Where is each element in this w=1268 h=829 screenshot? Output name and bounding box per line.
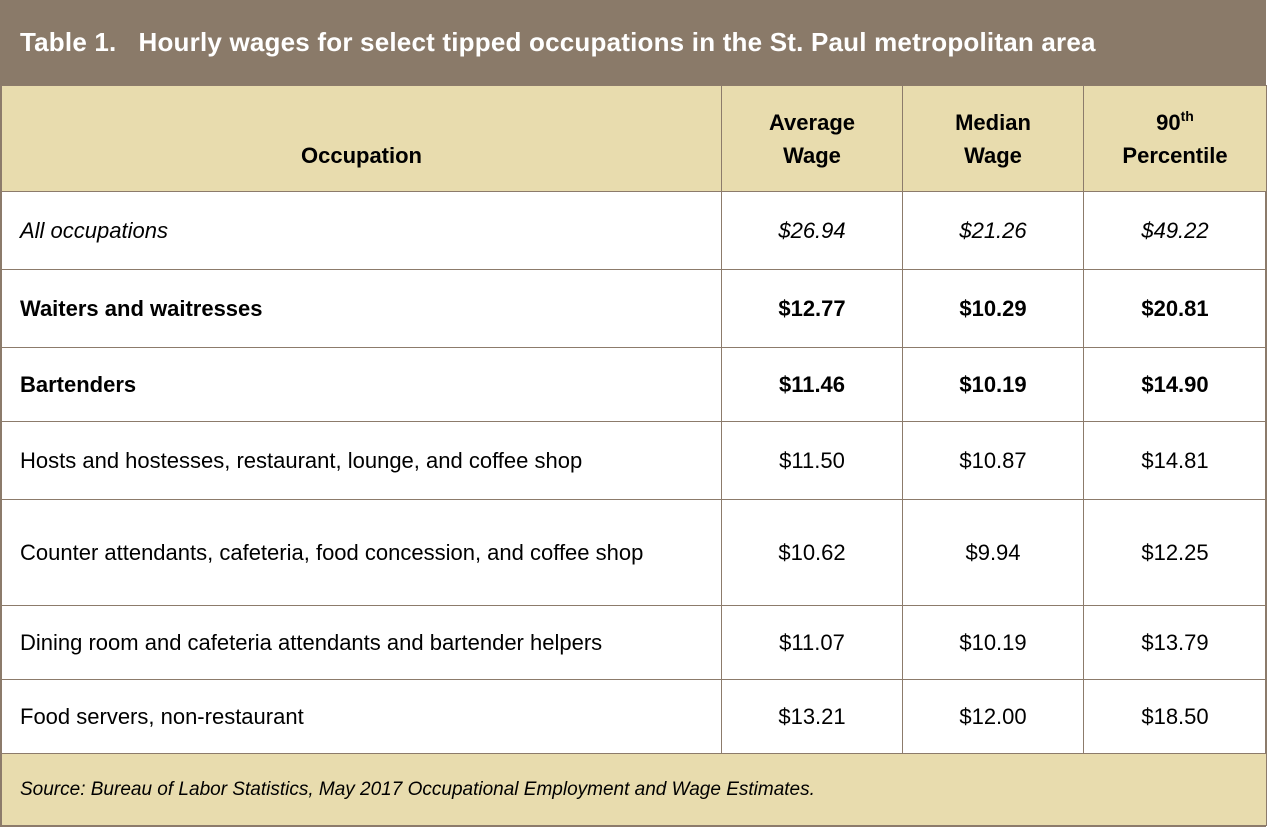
column-header-average-wage: Average Wage xyxy=(721,85,903,192)
average-wage-cell: $12.77 xyxy=(721,269,903,348)
table-title-text: Hourly wages for select tipped occupatio… xyxy=(138,27,1096,57)
average-wage-cell: $11.07 xyxy=(721,605,903,680)
wages-table: Occupation Average Wage Median Wage 90th… xyxy=(1,85,1267,826)
average-wage-cell: $10.62 xyxy=(721,499,903,606)
occupation-cell: Hosts and hostesses, restaurant, lounge,… xyxy=(1,421,722,500)
p90-wage-cell: $20.81 xyxy=(1083,269,1267,348)
column-header-average-line1: Average xyxy=(768,109,855,135)
occupation-cell: Counter attendants, cafeteria, food conc… xyxy=(1,499,722,606)
column-header-average-line2: Wage xyxy=(783,142,841,168)
p90-wage-cell: $18.50 xyxy=(1083,679,1267,754)
median-wage-cell: $10.19 xyxy=(902,347,1084,422)
median-wage-cell: $9.94 xyxy=(902,499,1084,606)
p90-wage-cell: $12.25 xyxy=(1083,499,1267,606)
occupation-cell: Waiters and waitresses xyxy=(1,269,722,348)
average-wage-cell: $11.46 xyxy=(721,347,903,422)
source-note: Source: Bureau of Labor Statistics, May … xyxy=(1,753,1267,826)
table-row: Food servers, non-restaurant $13.21 $12.… xyxy=(1,679,1267,754)
occupation-cell: All occupations xyxy=(1,191,722,270)
p90-wage-cell: $13.79 xyxy=(1083,605,1267,680)
p90-wage-cell: $14.81 xyxy=(1083,421,1267,500)
source-row: Source: Bureau of Labor Statistics, May … xyxy=(1,753,1267,826)
occupation-cell: Bartenders xyxy=(1,347,722,422)
table-row: Hosts and hostesses, restaurant, lounge,… xyxy=(1,421,1267,500)
p90-wage-cell: $14.90 xyxy=(1083,347,1267,422)
table-number: Table 1. xyxy=(20,27,117,57)
median-wage-cell: $12.00 xyxy=(902,679,1084,754)
occupation-cell: Food servers, non-restaurant xyxy=(1,679,722,754)
p90-wage-cell: $49.22 xyxy=(1083,191,1267,270)
column-header-median-line1: Median xyxy=(955,109,1031,135)
table-row: All occupations $26.94 $21.26 $49.22 xyxy=(1,191,1267,270)
average-wage-cell: $13.21 xyxy=(721,679,903,754)
table-row: Dining room and cafeteria attendants and… xyxy=(1,605,1267,680)
average-wage-cell: $11.50 xyxy=(721,421,903,500)
average-wage-cell: $26.94 xyxy=(721,191,903,270)
table-row: Waiters and waitresses $12.77 $10.29 $20… xyxy=(1,269,1267,348)
median-wage-cell: $10.19 xyxy=(902,605,1084,680)
table-title: Table 1. Hourly wages for select tipped … xyxy=(0,0,1266,85)
median-wage-cell: $10.87 xyxy=(902,421,1084,500)
median-wage-cell: $10.29 xyxy=(902,269,1084,348)
column-header-occupation: Occupation xyxy=(1,85,722,192)
column-header-occupation-label: Occupation xyxy=(300,143,422,168)
column-header-median-wage: Median Wage xyxy=(902,85,1084,192)
table-row: Bartenders $11.46 $10.19 $14.90 xyxy=(1,347,1267,422)
occupation-cell: Dining room and cafeteria attendants and… xyxy=(1,605,722,680)
column-header-median-line2: Wage xyxy=(964,142,1022,168)
median-wage-cell: $21.26 xyxy=(902,191,1084,270)
column-header-p90-number: 90 xyxy=(1156,109,1181,135)
column-header-90th-percentile: 90th Percentile xyxy=(1083,85,1267,192)
header-row: Occupation Average Wage Median Wage 90th… xyxy=(1,85,1267,192)
table-row: Counter attendants, cafeteria, food conc… xyxy=(1,499,1267,606)
column-header-p90-suffix: th xyxy=(1180,107,1194,124)
column-header-p90-line2: Percentile xyxy=(1122,142,1228,168)
